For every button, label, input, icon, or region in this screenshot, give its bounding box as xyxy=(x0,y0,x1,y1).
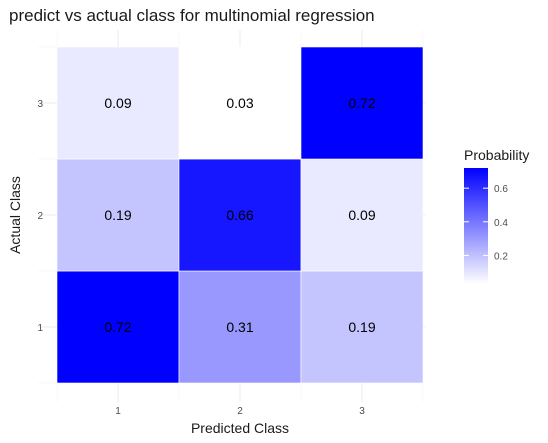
heatmap-cell-actual-2-predicted-2 xyxy=(178,158,302,272)
heatmap-cell-actual-3-predicted-3 xyxy=(300,46,424,160)
heatmap-cell-actual-3-predicted-2 xyxy=(178,46,302,160)
chart-title: predict vs actual class for multinomial … xyxy=(9,6,375,25)
y-tick-label-2: 2 xyxy=(37,211,43,222)
y-tick-label-1: 1 xyxy=(37,323,43,334)
heatmap-cells xyxy=(56,46,424,384)
cell-value-label-2-1: 0.19 xyxy=(104,207,131,223)
legend-title: Probability xyxy=(464,147,530,163)
cell-value-label-3-1: 0.09 xyxy=(104,95,131,111)
heatmap-cell-actual-2-predicted-1 xyxy=(56,158,180,272)
cell-value-label-3-3: 0.72 xyxy=(348,95,375,111)
cell-labels: 0.72 0.31 0.19 0.19 0.66 0.09 0.09 0.03 0.72 xyxy=(104,95,375,335)
legend-tick-label-0.2: 0.2 xyxy=(494,251,508,262)
legend-colorbar xyxy=(464,168,488,284)
axis-ticks: 1 2 3 1 2 3 xyxy=(37,99,365,417)
legend: 0.2 0.4 0.6 xyxy=(464,168,508,284)
cell-value-label-1-2: 0.31 xyxy=(226,319,253,335)
heatmap-cell-actual-1-predicted-2 xyxy=(178,270,302,384)
cell-value-label-1-1: 0.72 xyxy=(104,319,131,335)
cell-value-label-1-3: 0.19 xyxy=(348,319,375,335)
legend-tick-label-0.6: 0.6 xyxy=(494,184,508,195)
x-tick-label-1: 1 xyxy=(115,406,121,417)
legend-tick-label-0.4: 0.4 xyxy=(494,218,508,229)
heatmap-cell-actual-1-predicted-3 xyxy=(300,270,424,384)
y-tick-label-3: 3 xyxy=(37,99,43,110)
cell-value-label-3-2: 0.03 xyxy=(226,95,253,111)
x-tick-label-2: 2 xyxy=(237,406,243,417)
cell-value-label-2-2: 0.66 xyxy=(226,207,253,223)
heatmap-cell-actual-2-predicted-3 xyxy=(300,158,424,272)
heatmap-cell-actual-3-predicted-1 xyxy=(56,46,180,160)
x-axis-label: Predicted Class xyxy=(190,420,290,436)
x-tick-label-3: 3 xyxy=(359,406,365,417)
cell-value-label-2-3: 0.09 xyxy=(348,207,375,223)
